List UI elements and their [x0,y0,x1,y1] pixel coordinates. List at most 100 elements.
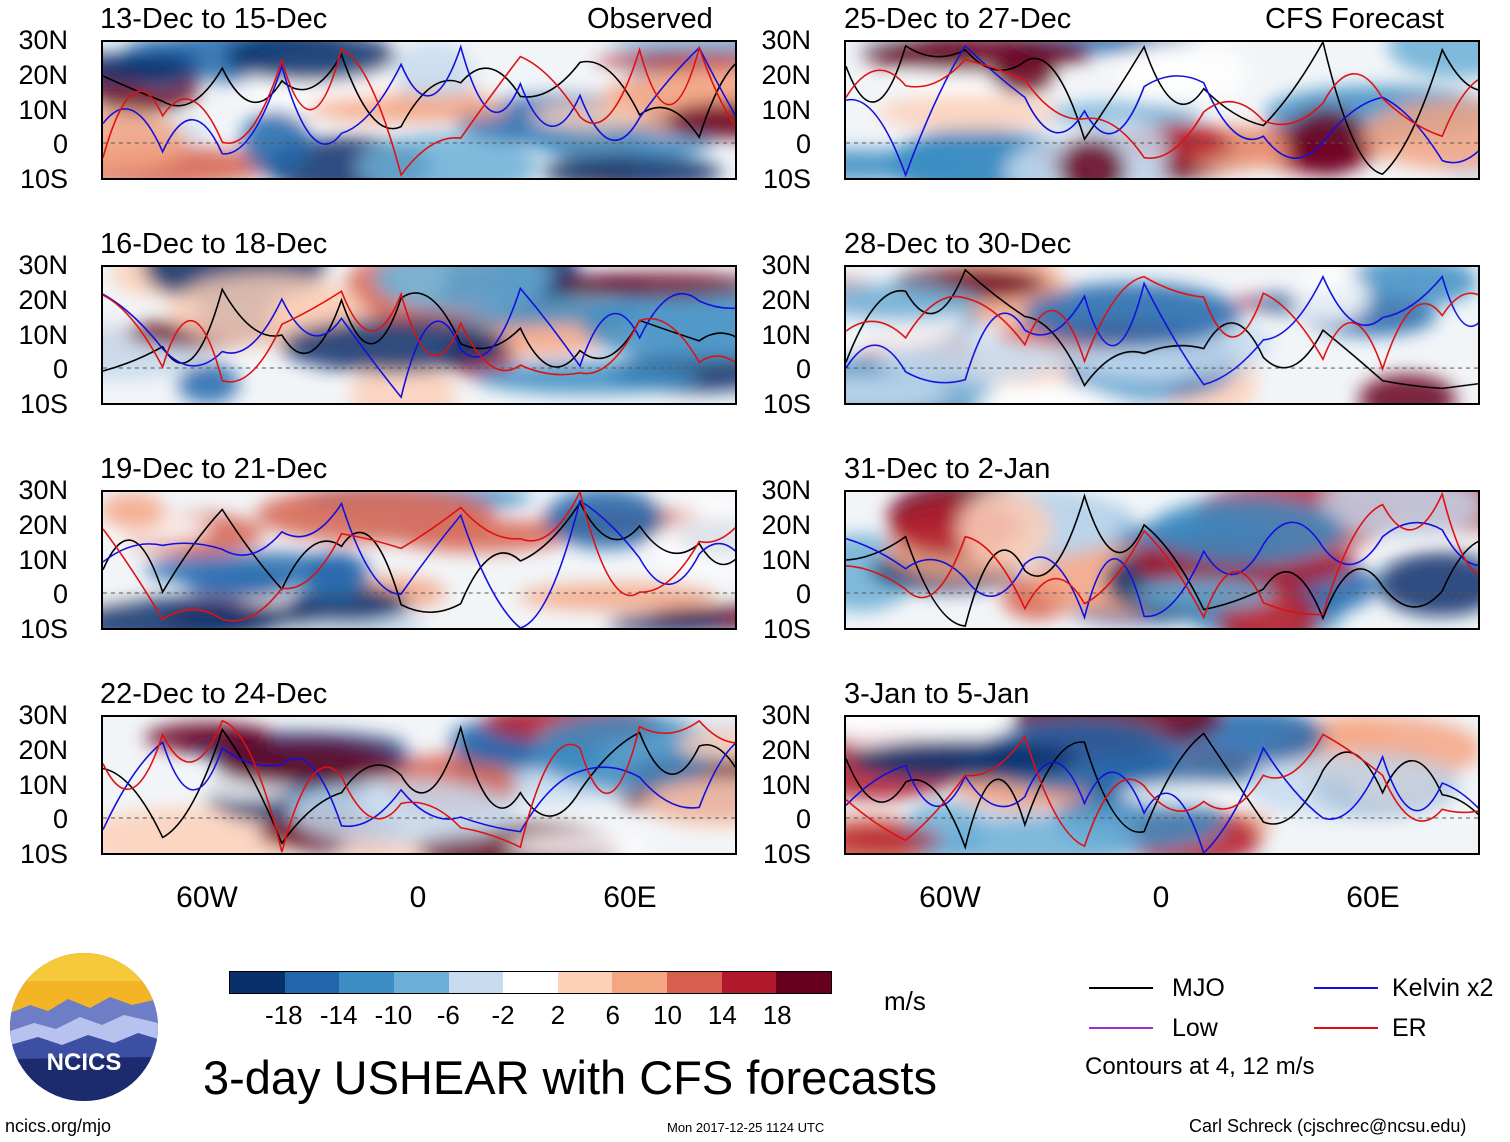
y-tick-right-4-4: 10S [762,839,811,869]
y-tick-right-2-1: 20N [761,285,811,315]
y-tick-left-1-0: 30N [18,25,68,55]
y-tick-right-1-0: 30N [761,25,811,55]
y-tick-right-4-2: 10N [761,770,811,800]
colorbar-swatch [230,972,285,993]
colorbar-label: 18 [762,1000,792,1030]
panel-title-1: 13-Dec to 15-Dec [100,3,328,35]
legend-mjo-line [1089,987,1153,989]
y-tick-left-2-4: 10S [19,389,68,419]
colorbar-label: 6 [605,1000,620,1030]
legend-low-line [1089,1027,1153,1029]
colorbar-swatch [284,972,340,993]
y-tick-right-1-3: 0 [795,129,811,159]
y-tick-left-2-0: 30N [18,250,68,280]
map-panel-3 [101,490,737,630]
colorbar-label: 2 [550,1000,566,1030]
y-tick-right-2-4: 10S [762,389,811,419]
ncics-logo: NCICS [10,953,158,1101]
y-tick-left-2-2: 10N [18,320,68,350]
legend-kelvin-label: Kelvin x2 [1392,974,1494,1002]
colorbar-swatch [448,972,504,993]
y-tick-left-4-2: 10N [18,770,68,800]
y-tick-left-4-0: 30N [18,700,68,730]
map-panel-1 [101,40,737,180]
colorbar-label: 14 [707,1000,737,1030]
y-tick-right-4-0: 30N [761,700,811,730]
colorbar-label: -2 [491,1000,515,1030]
panel-title-7: 31-Dec to 2-Jan [844,453,1051,485]
y-tick-right-3-0: 30N [761,475,811,505]
panel-tag-cfs: CFS Forecast [1265,3,1444,35]
y-tick-right-3-3: 0 [795,579,811,609]
colorbar-label: 10 [653,1000,682,1030]
y-tick-left-4-4: 10S [19,839,68,869]
colorbar-label: -10 [374,1000,413,1030]
colorbar-swatch [721,972,777,993]
map-panel-5 [844,40,1480,180]
x-tick-60e-right: 60E [1346,881,1400,914]
y-tick-left-3-1: 20N [18,510,68,540]
colorbar-swatch [557,972,613,993]
y-tick-right-3-2: 10N [761,545,811,575]
colorbar-label: -6 [436,1000,460,1030]
colorbar-swatch [612,972,668,993]
colorbar-swatch [503,972,558,993]
y-tick-left-1-1: 20N [18,60,68,90]
colorbar-swatch [393,972,449,993]
panel-tag-observed: Observed [587,3,713,35]
y-tick-right-3-4: 10S [762,614,811,644]
panel-title-8: 3-Jan to 5-Jan [844,678,1030,710]
colorbar-swatch [776,972,832,993]
panel-title-6: 28-Dec to 30-Dec [844,228,1072,260]
map-panel-6 [844,265,1480,405]
footer-timestamp: Mon 2017-12-25 1124 UTC [667,1120,825,1135]
legend-low-label: Low [1172,1014,1218,1042]
colorbar-label: -14 [319,1000,358,1030]
logo-text: NCICS [46,1049,122,1076]
y-tick-left-3-0: 30N [18,475,68,505]
colorbar-label: -18 [265,1000,303,1030]
legend-note: Contours at 4, 12 m/s [1085,1053,1315,1080]
y-tick-left-4-1: 20N [18,735,68,765]
y-tick-right-1-1: 20N [761,60,811,90]
map-panel-2 [101,265,737,405]
panel-title-2: 16-Dec to 18-Dec [100,228,328,260]
x-tick-0-right: 0 [1152,881,1170,914]
y-tick-left-1-3: 0 [52,129,68,159]
legend-kelvin-line [1314,987,1378,989]
y-tick-left-3-3: 0 [52,579,68,609]
y-tick-right-2-2: 10N [761,320,811,350]
x-tick-60e-left: 60E [603,881,657,914]
y-tick-left-3-2: 10N [18,545,68,575]
colorbar [229,971,832,994]
x-tick-60w-right: 60W [919,881,981,914]
y-tick-right-4-3: 0 [795,804,811,834]
y-tick-left-3-4: 10S [19,614,68,644]
colorbar-units: m/s [884,986,926,1016]
main-title: 3-day USHEAR with CFS forecasts [203,1051,937,1104]
y-tick-left-2-3: 0 [52,354,68,384]
y-tick-right-2-3: 0 [795,354,811,384]
panel-title-5: 25-Dec to 27-Dec [844,3,1072,35]
map-panel-7 [844,490,1480,630]
colorbar-swatch [667,972,722,993]
legend-er-line [1314,1027,1378,1029]
x-tick-60w-left: 60W [176,881,238,914]
colorbar-swatch [339,972,394,993]
y-tick-right-2-0: 30N [761,250,811,280]
y-tick-left-2-1: 20N [18,285,68,315]
y-tick-left-1-2: 10N [18,95,68,125]
footer-credit: Carl Schreck (cjschrec@ncsu.edu) [1189,1116,1467,1136]
panel-title-3: 19-Dec to 21-Dec [100,453,328,485]
y-tick-left-1-4: 10S [19,164,68,194]
panel-title-4: 22-Dec to 24-Dec [100,678,328,710]
legend-mjo-label: MJO [1172,974,1225,1002]
footer-url[interactable]: ncics.org/mjo [5,1116,112,1136]
y-tick-right-1-2: 10N [761,95,811,125]
x-tick-0-left: 0 [409,881,427,914]
y-tick-left-4-3: 0 [52,804,68,834]
legend-er-label: ER [1392,1014,1427,1042]
y-tick-right-4-1: 20N [761,735,811,765]
map-panel-8 [844,715,1480,855]
y-tick-right-1-4: 10S [762,164,811,194]
